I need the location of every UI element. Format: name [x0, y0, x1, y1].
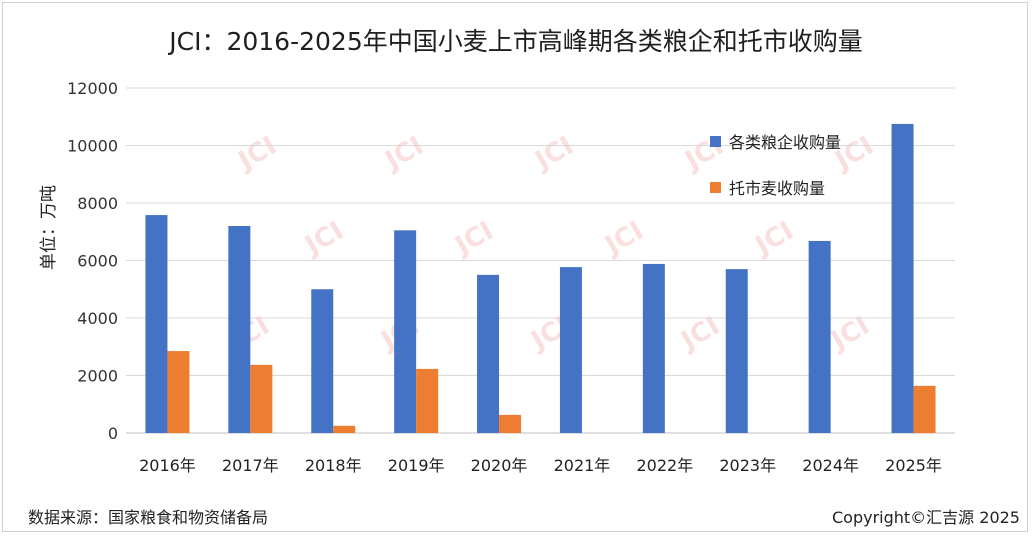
bar-1-0: [167, 351, 190, 433]
x-tick-label-9: 2025年: [885, 456, 942, 475]
bar-1-9: [913, 385, 936, 433]
y-axis-label: 单位：万吨: [39, 185, 59, 270]
x-tick-label-7: 2023年: [719, 456, 776, 475]
y-tick-label-4: 8000: [77, 194, 118, 213]
y-tick-label-0: 0: [108, 424, 118, 443]
watermark-5: JCI: [299, 216, 349, 262]
y-tick-label-5: 10000: [67, 137, 118, 156]
data-source-note: 数据来源：国家粮食和物资储备局: [28, 508, 269, 527]
watermark-2: JCI: [529, 131, 579, 177]
bar-0-8: [808, 240, 831, 433]
y-tick-label-1: 2000: [77, 367, 118, 386]
x-tick-label-3: 2019年: [388, 456, 445, 475]
legend: 各类粮企收购量 托市麦收购量: [710, 130, 841, 222]
x-tick-label-6: 2022年: [636, 456, 693, 475]
bar-0-7: [725, 269, 748, 433]
legend-label-series-1: 托市麦收购量: [729, 179, 826, 198]
x-tick-label-2: 2018年: [305, 456, 362, 475]
bar-0-5: [559, 267, 582, 433]
x-tick-label-0: 2016年: [139, 456, 196, 475]
x-tick-label-4: 2020年: [471, 456, 528, 475]
chart-title: JCI：2016-2025年中国小麦上市高峰期各类粮企和托市收购量: [169, 27, 863, 56]
bar-1-1: [250, 364, 273, 433]
legend-swatch-series-0: [710, 135, 721, 147]
bar-1-3: [416, 368, 439, 433]
bar-0-3: [394, 230, 417, 433]
copyright-note: Copyright©汇吉源 2025: [832, 508, 1020, 527]
bar-0-2: [311, 289, 334, 433]
watermark-8: JCI: [749, 216, 799, 262]
bar-1-4: [499, 414, 522, 433]
bar-0-6: [642, 263, 665, 433]
x-tick-label-5: 2021年: [554, 456, 611, 475]
watermark-0: JCI: [232, 131, 282, 177]
y-tick-label-6: 12000: [67, 79, 118, 98]
y-tick-label-3: 6000: [77, 252, 118, 271]
watermark-1: JCI: [379, 131, 429, 177]
legend-swatch-series-1: [710, 181, 721, 193]
legend-item-series-1: 托市麦收购量: [710, 176, 841, 198]
x-tick-label-1: 2017年: [222, 456, 279, 475]
legend-label-series-0: 各类粮企收购量: [729, 133, 842, 152]
watermark-6: JCI: [449, 216, 499, 262]
bar-0-4: [477, 274, 500, 433]
watermark-7: JCI: [599, 216, 649, 262]
bar-0-9: [891, 123, 914, 433]
bar-0-0: [145, 215, 168, 433]
legend-item-series-0: 各类粮企收购量: [710, 130, 841, 152]
y-tick-label-2: 4000: [77, 309, 118, 328]
bar-0-1: [228, 226, 251, 433]
bar-1-2: [333, 425, 356, 433]
x-tick-label-8: 2024年: [802, 456, 859, 475]
